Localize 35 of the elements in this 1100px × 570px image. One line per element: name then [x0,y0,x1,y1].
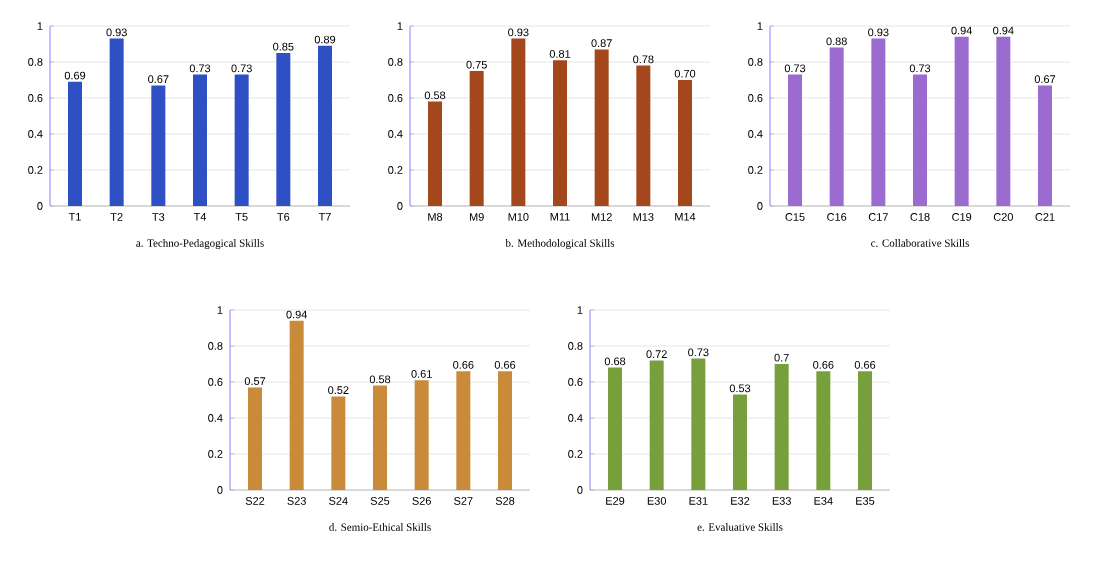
bar [276,52,291,206]
bar [497,371,512,490]
bar [594,49,609,206]
bar [151,85,166,206]
bar [788,74,803,206]
bar [996,36,1011,206]
bar [678,79,692,206]
bar [871,38,886,206]
bar [733,394,747,490]
bar [829,47,844,206]
bar [373,385,387,490]
bar [913,74,928,206]
bar [192,74,207,206]
bar [858,371,872,490]
bar [1038,85,1052,206]
bar [248,387,262,490]
bar [954,36,969,206]
bar [511,38,526,206]
bar [469,70,484,206]
bar [68,81,82,206]
bar [331,396,346,490]
bar [109,38,124,206]
bar [456,371,471,490]
bar [691,358,706,490]
bar [553,60,567,206]
bar [774,364,789,490]
bar [234,74,249,206]
bar [317,45,332,206]
bar [636,65,651,206]
bar [649,360,664,490]
bar [608,367,623,490]
bar [289,320,304,490]
bar [414,380,429,490]
bar [816,371,831,490]
bar [428,101,442,206]
